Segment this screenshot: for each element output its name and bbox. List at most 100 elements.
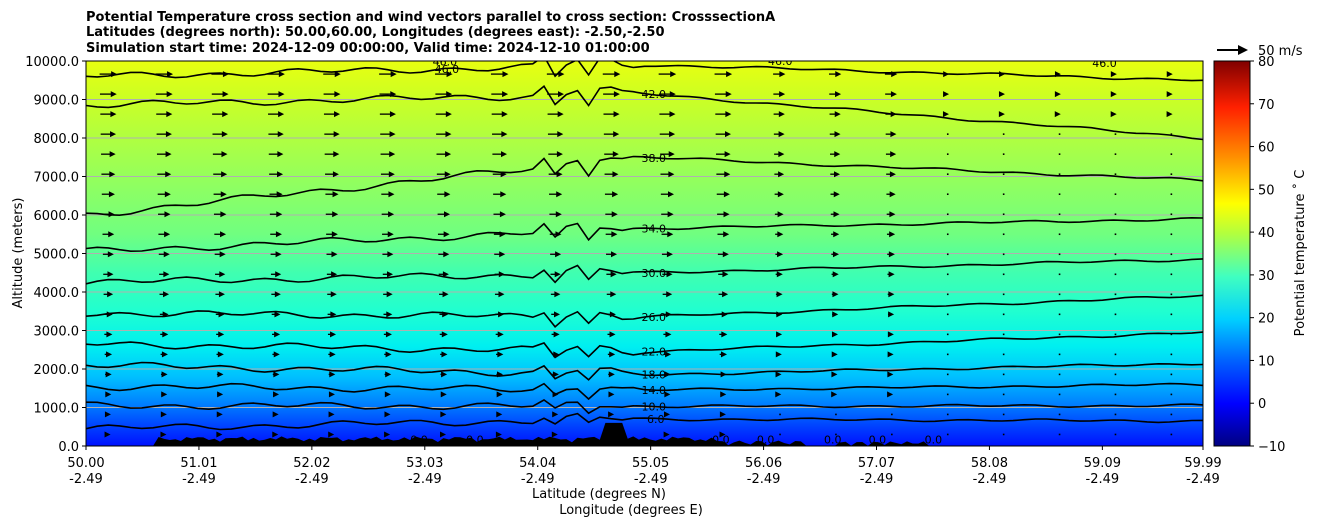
- x-tick-label-lat: 52.02: [293, 456, 330, 471]
- wind-vector-head: [221, 131, 228, 138]
- wind-vector: [1114, 353, 1117, 356]
- wind-vector-head: [444, 211, 451, 218]
- wind-vector-head: [558, 91, 565, 98]
- wind-vector-head: [162, 331, 169, 338]
- wind-vector-head: [278, 91, 285, 98]
- wind-vector-head: [277, 151, 284, 158]
- wind-vector-head: [274, 331, 281, 338]
- wind-vector-head: [1054, 71, 1061, 78]
- wind-vector-head: [724, 131, 731, 138]
- x-tick-label-lon: -2.49: [860, 472, 894, 487]
- x-tick-label-lon: -2.49: [973, 472, 1007, 487]
- wind-vector-head: [165, 151, 172, 158]
- wind-vector-head: [613, 111, 620, 118]
- wind-vector: [1114, 313, 1117, 316]
- wind-vector-head: [111, 71, 118, 78]
- wind-vector: [1114, 433, 1117, 436]
- y-tick-label: 3000.0: [34, 325, 80, 340]
- contour-line: [86, 331, 1203, 359]
- contour-label: 18.0: [641, 369, 666, 382]
- y-tick-label: 2000.0: [34, 363, 80, 378]
- contour-label: 10.0: [641, 400, 666, 413]
- wind-vector-head: [724, 171, 731, 178]
- wind-vector-head: [777, 231, 784, 238]
- wind-vector: [946, 193, 949, 196]
- y-tick-label: 10000.0: [25, 55, 79, 70]
- wind-vector-head: [498, 311, 505, 318]
- wind-vector: [1114, 373, 1117, 376]
- wind-vector-head: [107, 291, 114, 298]
- wind-vector-head: [831, 331, 838, 338]
- wind-vector-head: [442, 311, 449, 318]
- wind-vector-head: [328, 431, 335, 438]
- wind-vector-head: [666, 291, 673, 298]
- wind-vector-head: [440, 391, 447, 398]
- wind-vector-head: [667, 211, 674, 218]
- wind-vector-head: [275, 251, 282, 258]
- contour-label-partial: 0.0: [712, 434, 730, 447]
- contour-line: [86, 84, 1203, 141]
- wind-vector-head: [775, 391, 782, 398]
- y-axis: 0.0 1000.0 2000.0 3000.0 4000.0 5000.0 6000.0 7…: [25, 55, 86, 455]
- contour-line: [86, 361, 1203, 381]
- wind-vector-head: [998, 111, 1005, 118]
- contour-label: 38.0: [641, 152, 666, 165]
- chart-title: Potential Temperature cross section and …: [86, 10, 775, 56]
- wind-vector: [946, 333, 949, 336]
- wind-vector-head: [499, 231, 506, 238]
- wind-vector-head: [889, 231, 896, 238]
- wind-vector-head: [440, 431, 447, 438]
- wind-vector-head: [329, 371, 336, 378]
- wind-vector-head: [161, 351, 168, 358]
- wind-vector: [1058, 353, 1061, 356]
- wind-vector-head: [888, 251, 895, 258]
- wind-vector: [1002, 193, 1005, 196]
- y-tick-label: 9000.0: [34, 94, 80, 109]
- wind-vector-head: [386, 311, 393, 318]
- y-tick-label: 6000.0: [34, 209, 80, 224]
- wind-vector-head: [833, 191, 840, 198]
- wind-vector: [1114, 333, 1117, 336]
- quiver-key-label: 50 m/s: [1258, 44, 1303, 59]
- colorbar: −10 0 10 20 30 40 50 60 70 80 Potential temperatu…: [1213, 55, 1308, 455]
- wind-vector: [1170, 273, 1173, 276]
- wind-vector: [1114, 153, 1117, 155]
- wind-vector-head: [722, 291, 729, 298]
- wind-vector-head: [613, 131, 620, 138]
- x-tick-label-lat: 58.08: [971, 456, 1008, 471]
- wind-vector-head: [332, 191, 339, 198]
- wind-vector-head: [163, 251, 170, 258]
- colorbar-tick-label: 0: [1258, 397, 1266, 412]
- wind-vector-head: [778, 151, 785, 158]
- contour-line: [86, 294, 1203, 328]
- contour-line: [86, 399, 1203, 415]
- wind-vector-head: [387, 251, 394, 258]
- wind-vector-head: [277, 171, 284, 178]
- wind-vector-head: [611, 231, 618, 238]
- wind-vector-head: [446, 71, 453, 78]
- wind-vector-head: [668, 151, 675, 158]
- wind-vector-head: [218, 331, 225, 338]
- x-tick-label-lon: -2.49: [408, 472, 442, 487]
- x-axis-label-lat: Latitude (degrees N): [532, 487, 666, 502]
- wind-vector: [946, 413, 949, 416]
- wind-vector: [1058, 133, 1061, 135]
- colorbar-tick-label: 50: [1258, 183, 1275, 198]
- wind-vector-head: [334, 111, 341, 118]
- wind-vector-head: [723, 191, 730, 198]
- wind-vector-head: [887, 331, 894, 338]
- wind-vector-head: [107, 251, 114, 258]
- wind-vector: [946, 293, 949, 296]
- wind-vector-head: [390, 71, 397, 78]
- wind-vector: [946, 273, 949, 276]
- wind-vector: [1002, 313, 1005, 316]
- wind-vector-head: [943, 71, 950, 78]
- wind-vector-head: [110, 131, 117, 138]
- contour-label: 22.0: [641, 346, 666, 359]
- wind-vector: [1002, 273, 1005, 276]
- contour-label: 46.0: [435, 63, 460, 76]
- wind-vector: [1114, 393, 1117, 396]
- wind-vector: [1002, 433, 1005, 436]
- wind-vector-head: [553, 351, 560, 358]
- wind-vector-head: [275, 231, 282, 238]
